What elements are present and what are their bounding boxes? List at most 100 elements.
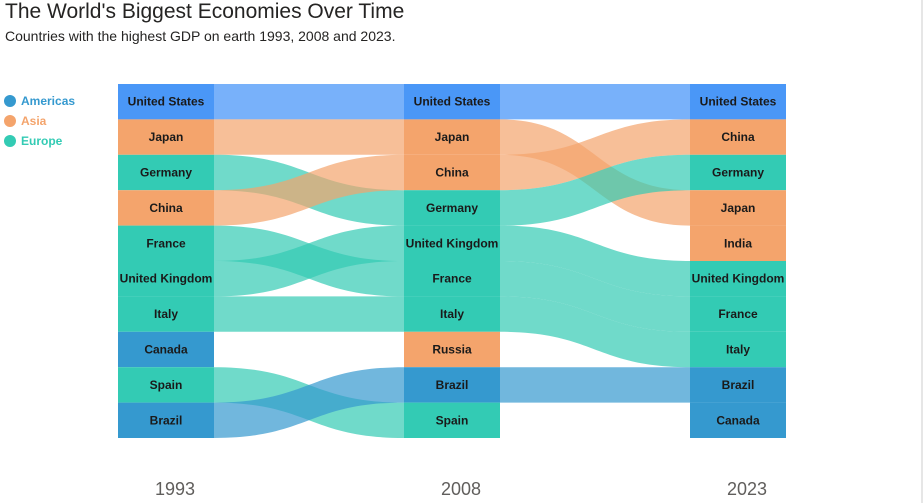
node-india-2023[interactable]: India	[690, 225, 786, 261]
node-bar	[404, 190, 500, 226]
node-spain-1993[interactable]: Spain	[118, 367, 214, 403]
legend-label: Europe	[21, 134, 63, 148]
node-japan-2023[interactable]: Japan	[690, 190, 786, 226]
flows	[214, 84, 690, 438]
node-label: Germany	[426, 201, 478, 215]
node-france-2023[interactable]: France	[690, 296, 786, 332]
node-brazil-2023[interactable]: Brazil	[690, 367, 786, 403]
node-bar	[118, 402, 214, 438]
node-label: Germany	[712, 166, 764, 180]
chart-subtitle: Countries with the highest GDP on earth …	[5, 28, 396, 44]
flow-united-states-2008-2023[interactable]	[500, 84, 690, 120]
node-label: Italy	[440, 307, 464, 321]
node-bar	[118, 296, 214, 332]
node-label: France	[146, 236, 186, 250]
node-label: Japan	[721, 201, 756, 215]
node-label: United Kingdom	[692, 272, 785, 286]
node-bar	[690, 154, 786, 191]
node-label: Spain	[436, 413, 469, 427]
flow-japan-1993-2008[interactable]	[214, 119, 404, 155]
node-russia-2008[interactable]: Russia	[404, 331, 500, 368]
node-united-kingdom-2008[interactable]: United Kingdom	[404, 225, 500, 261]
node-brazil-1993[interactable]: Brazil	[118, 402, 214, 438]
node-italy-1993[interactable]: Italy	[118, 296, 214, 332]
node-label: United States	[414, 95, 491, 109]
node-japan-1993[interactable]: Japan	[118, 119, 214, 155]
node-bar	[118, 154, 214, 191]
node-bar	[404, 119, 500, 155]
node-bar	[118, 84, 214, 120]
node-japan-2008[interactable]: Japan	[404, 119, 500, 155]
node-brazil-2008[interactable]: Brazil	[404, 367, 500, 403]
node-bar	[404, 402, 500, 438]
flow-italy-2008-2023[interactable]	[500, 296, 690, 368]
node-label: United Kingdom	[406, 236, 499, 250]
node-label: Germany	[140, 166, 192, 180]
legend-dot-icon	[4, 135, 16, 147]
node-united-states-2008[interactable]: United States	[404, 84, 500, 120]
node-united-states-1993[interactable]: United States	[118, 84, 214, 120]
flow-china-1993-2008[interactable]	[214, 154, 404, 226]
node-china-1993[interactable]: China	[118, 190, 214, 226]
node-united-kingdom-1993[interactable]: United Kingdom	[118, 261, 214, 297]
axis: 1993 2008 2023	[155, 479, 767, 499]
node-bar	[690, 119, 786, 155]
axis-label-2008: 2008	[441, 479, 481, 499]
node-label: United Kingdom	[120, 272, 213, 286]
node-label: Brazil	[150, 413, 183, 427]
node-germany-2008[interactable]: Germany	[404, 190, 500, 226]
node-label: France	[432, 272, 472, 286]
node-bar	[118, 367, 214, 403]
flow-brazil-1993-2008[interactable]	[214, 367, 404, 438]
node-label: United States	[128, 95, 205, 109]
node-germany-1993[interactable]: Germany	[118, 154, 214, 191]
node-china-2023[interactable]: China	[690, 119, 786, 155]
node-bar	[404, 331, 500, 368]
node-bar	[690, 402, 786, 438]
flow-brazil-2008-2023[interactable]	[500, 367, 690, 403]
node-label: Brazil	[722, 378, 755, 392]
flow-united-kingdom-1993-2008[interactable]	[214, 225, 404, 297]
node-canada-1993[interactable]: Canada	[118, 331, 214, 368]
node-label: Japan	[149, 130, 184, 144]
node-bar	[690, 190, 786, 226]
axis-label-1993: 1993	[155, 479, 195, 499]
node-china-2008[interactable]: China	[404, 154, 500, 191]
legend-item-asia[interactable]: Asia	[4, 111, 75, 131]
flow-germany-2008-2023[interactable]	[500, 154, 690, 226]
legend-label: Americas	[21, 94, 76, 108]
right-edge	[921, 0, 923, 503]
node-label: China	[721, 130, 755, 144]
flow-china-2008-2023[interactable]	[500, 119, 690, 191]
flow-italy-1993-2008[interactable]	[214, 296, 404, 332]
node-canada-2023[interactable]: Canada	[690, 402, 786, 438]
node-bar	[118, 225, 214, 261]
node-france-1993[interactable]: France	[118, 225, 214, 261]
node-label: Spain	[150, 378, 183, 392]
flow-united-states-1993-2008[interactable]	[214, 84, 404, 120]
flow-united-kingdom-2008-2023[interactable]	[500, 225, 690, 297]
node-italy-2008[interactable]: Italy	[404, 296, 500, 332]
axis-label-2023: 2023	[727, 479, 767, 499]
node-label: Japan	[435, 130, 470, 144]
node-bar	[690, 84, 786, 120]
legend-item-europe[interactable]: Europe	[4, 131, 75, 151]
node-france-2008[interactable]: France	[404, 261, 500, 297]
node-label: United States	[700, 95, 777, 109]
flow-france-2008-2023[interactable]	[500, 261, 690, 332]
node-label: Russia	[432, 343, 472, 357]
node-label: France	[718, 307, 758, 321]
node-italy-2023[interactable]: Italy	[690, 331, 786, 368]
legend-dot-icon	[4, 95, 16, 107]
node-united-kingdom-2023[interactable]: United Kingdom	[690, 261, 786, 297]
node-bar	[404, 84, 500, 120]
node-bar	[690, 261, 786, 297]
node-united-states-2023[interactable]: United States	[690, 84, 786, 120]
node-spain-2008[interactable]: Spain	[404, 402, 500, 438]
legend-item-americas[interactable]: Americas	[4, 91, 75, 111]
node-bar	[118, 331, 214, 368]
node-label: Canada	[144, 343, 188, 357]
node-germany-2023[interactable]: Germany	[690, 154, 786, 191]
